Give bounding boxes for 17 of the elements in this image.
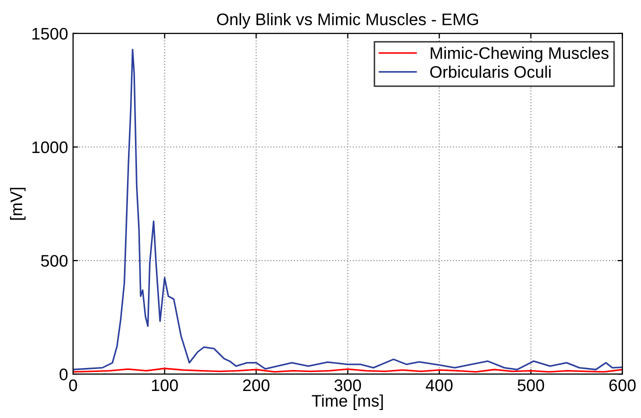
- x-tick-label: 400: [426, 379, 453, 392]
- y-tick-label: 1000: [32, 141, 68, 154]
- x-tick-label: 500: [518, 379, 544, 392]
- x-axis-title: Time [ms]: [312, 394, 383, 410]
- x-tick-label: 200: [243, 379, 270, 392]
- x-tick-label: 600: [609, 379, 636, 392]
- x-tick-label: 0: [69, 379, 78, 392]
- y-tick-label: 0: [60, 368, 68, 380]
- y-axis-title: [mV]: [10, 188, 26, 220]
- y-tick-label: 500: [41, 254, 68, 267]
- chart-title: Only Blink vs Mimic Muscles - EMG: [217, 13, 478, 29]
- x-tick-label: 300: [334, 379, 361, 392]
- legend-label: Mimic-Chewing Muscles: [430, 46, 608, 62]
- line-series: [73, 48, 622, 370]
- y-tick-label: 1500: [32, 28, 68, 40]
- x-tick-label: 100: [152, 379, 178, 392]
- legend-label: Orbicularis Oculi: [430, 66, 551, 78]
